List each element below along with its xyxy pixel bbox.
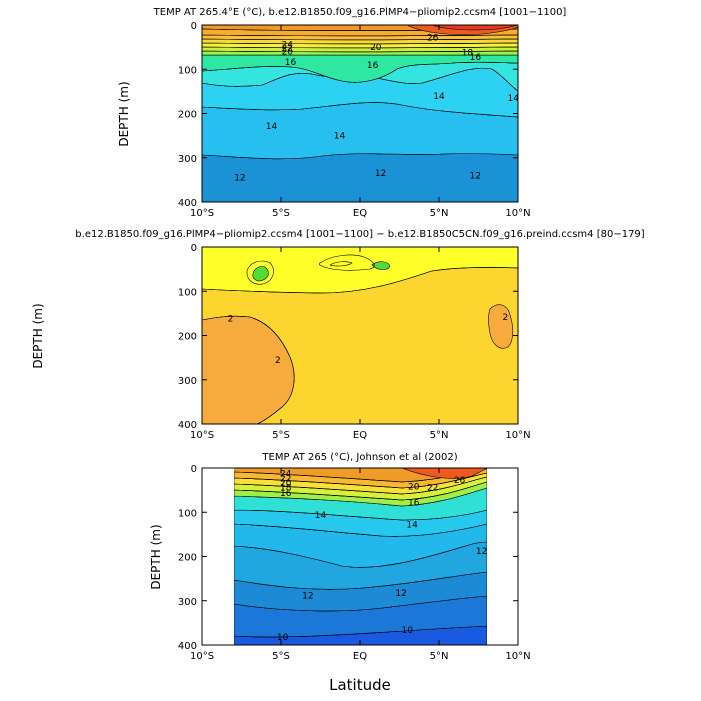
- panel-1-ylabel: DEPTH (m): [117, 81, 131, 146]
- panel-2-ytick-label: 100: [178, 287, 197, 298]
- panel-1-ytick-label: 300: [178, 154, 197, 165]
- panel-3-xtick-label: EQ: [353, 651, 367, 662]
- contour-label: 14: [508, 94, 520, 104]
- panel-3-ytick-label: 100: [178, 508, 197, 519]
- contour-label: 12: [476, 547, 487, 557]
- panel-1-ytick-label: 400: [178, 198, 197, 209]
- panel-1-ytick-label: 100: [178, 65, 197, 76]
- panel-2-axes: 10°S 5°S EQ 5°N 10°N 0 100 200 300 400: [178, 243, 531, 441]
- contour-label: 2: [502, 313, 508, 323]
- panel-1-title: TEMP AT 265.4°E (°C), b.e12.B1850.f09_g1…: [153, 7, 567, 18]
- panel-3-xtick-label: 5°N: [430, 651, 449, 662]
- panel-3-xtick-label: 5°S: [272, 651, 290, 662]
- contour-label: 20: [280, 479, 292, 489]
- panel-2-ytick-label: 0: [191, 243, 197, 254]
- contour-label: 12: [470, 171, 481, 181]
- contour-label: 18: [462, 48, 474, 58]
- contour-label: 26: [454, 476, 466, 486]
- contour-label: 2: [275, 356, 281, 366]
- contour-label: 20: [370, 43, 382, 53]
- panel-1-ytick-label: 0: [191, 21, 197, 32]
- panel-1-ytick-label: 200: [178, 110, 197, 121]
- contour-label: 10: [402, 626, 414, 636]
- panel-3-axes: 10°S 5°S EQ 5°N 10°N 0 100 200 300 400: [178, 464, 531, 662]
- contour-label: 20: [408, 483, 420, 493]
- contour-label: 22: [280, 475, 291, 485]
- panel-1-xtick-label: EQ: [353, 208, 367, 219]
- panel-3-ylabel: DEPTH (m): [149, 524, 163, 589]
- contour-label: 12: [234, 174, 245, 184]
- panel-1-xtick-label: 10°N: [505, 208, 530, 219]
- panel-3-title: TEMP AT 265 (°C), Johnson et al (2002): [261, 452, 457, 463]
- contour-label: 16: [367, 61, 379, 71]
- panel-2-ytick-label: 400: [178, 420, 197, 431]
- panel-2-ytick-label: 300: [178, 376, 197, 387]
- contour-label: 14: [315, 511, 327, 521]
- contour-label: 22: [427, 483, 438, 493]
- contour-label: 26: [427, 33, 439, 43]
- contour-label: 24: [280, 469, 292, 479]
- panel-2-xtick-label: 10°N: [505, 430, 530, 441]
- panel-2-xtick-label: 5°N: [430, 430, 449, 441]
- contour-label: 14: [266, 122, 278, 132]
- panel-3-ytick-label: 0: [191, 464, 197, 475]
- panel-3-ytick-label: 300: [178, 597, 197, 608]
- contour-label: 12: [395, 589, 406, 599]
- panel-1-xtick-label: 5°S: [272, 208, 290, 219]
- contour-label: 16: [285, 58, 297, 68]
- contour-label: 14: [334, 132, 346, 142]
- panel-2-ylabel: DEPTH (m): [31, 303, 45, 368]
- x-axis-label: Latitude: [329, 676, 391, 694]
- panel-2-plot: 2 2 2 10°S 5°S EQ 5°N 10°N 0 100 200 300 400: [178, 243, 531, 441]
- contour-label: 2: [228, 315, 234, 325]
- panel-2-ytick-label: 200: [178, 332, 197, 343]
- contour-label: 14: [433, 92, 445, 102]
- panel-1: TEMP AT 265.4°E (°C), b.e12.B1850.f09_g1…: [117, 7, 566, 219]
- contour-label: 16: [470, 53, 482, 63]
- contour-label: 16: [280, 489, 292, 499]
- contour-label: 20: [282, 48, 294, 58]
- contour-label: 14: [406, 521, 418, 531]
- panel-1-xtick-label: 10°S: [190, 208, 214, 219]
- panel-2-xtick-label: 5°S: [272, 430, 290, 441]
- panel-1-xtick-label: 5°N: [430, 208, 449, 219]
- contour-label: 12: [375, 169, 386, 179]
- panel-1-axes: 10°S 5°S EQ 5°N 10°N 0 100 200 300 400: [178, 21, 531, 219]
- contour-label: 12: [302, 591, 313, 601]
- contour-label: 24: [282, 40, 294, 50]
- panel-2-xtick-label: EQ: [353, 430, 367, 441]
- panel-3: TEMP AT 265 (°C), Johnson et al (2002): [149, 452, 531, 662]
- panel-2-contour-labels: 2 2 2: [228, 313, 509, 366]
- contour-label: 18: [280, 483, 292, 493]
- contour-label: 10: [277, 633, 289, 643]
- contour-label: 16: [408, 499, 420, 509]
- panel-3-ytick-label: 200: [178, 553, 197, 564]
- panel-2-xtick-label: 10°S: [190, 430, 214, 441]
- contour-label: 22: [282, 44, 293, 54]
- panel-2-title: b.e12.B1850.f09_g16.PlMP4−pliomip2.ccsm4…: [75, 229, 644, 240]
- panel-3-xtick-label: 10°N: [505, 651, 530, 662]
- panel-2: b.e12.B1850.f09_g16.PlMP4−pliomip2.ccsm4…: [31, 229, 645, 441]
- panel-3-xtick-label: 10°S: [190, 651, 214, 662]
- panel-3-ytick-label: 400: [178, 641, 197, 652]
